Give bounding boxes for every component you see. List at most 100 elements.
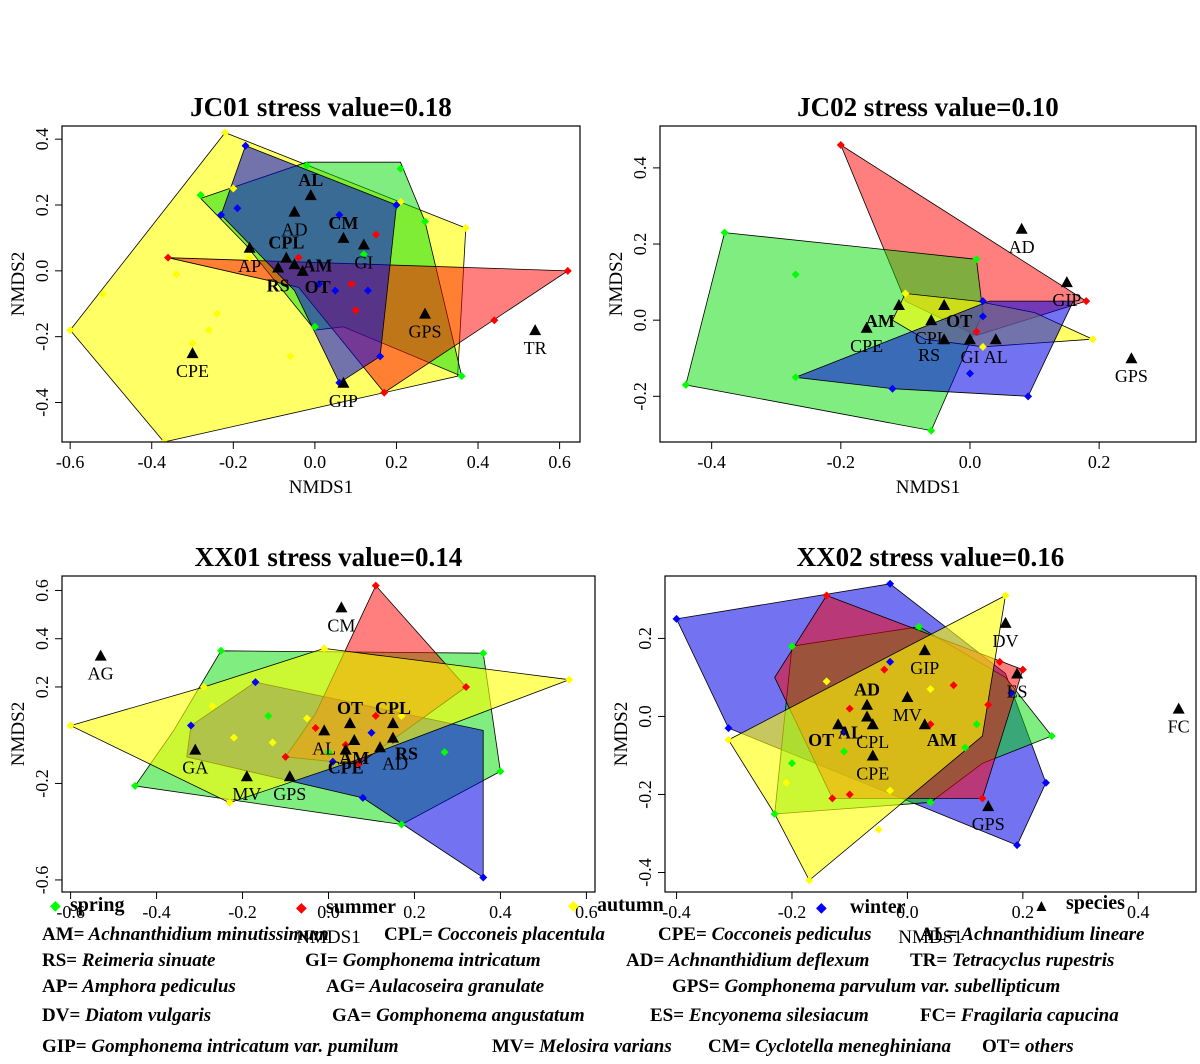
summer-point — [311, 723, 320, 732]
summer-point — [995, 657, 1004, 666]
winter-point — [328, 757, 337, 766]
y-tick-label: 0.2 — [32, 194, 52, 217]
abbreviation-cpl: CPL= Cocconeis placentula — [384, 924, 605, 946]
species-marker-mv — [901, 690, 914, 702]
winter-point — [978, 297, 987, 306]
autumn-point — [159, 438, 168, 442]
spring-point — [961, 743, 970, 752]
x-axis-label: NMDS1 — [898, 927, 962, 948]
species-label-al: AL — [312, 738, 336, 758]
abbreviation-ad: AD= Achnanthidium deflexum — [626, 950, 869, 972]
species-marker-am — [288, 258, 301, 270]
summer-point — [371, 711, 380, 720]
species-marker-cpe — [860, 321, 873, 333]
abbreviation-code: AD= — [626, 950, 665, 971]
panel-title: JC02 stress value=0.10 — [797, 92, 1059, 122]
species-label-tr: TR — [524, 338, 547, 358]
species-legend-label: species — [1066, 892, 1125, 914]
x-tick-label: -0.6 — [56, 902, 85, 922]
spring-point — [927, 426, 936, 435]
species-label-cpl: CPL — [856, 732, 889, 752]
species-label-cpl: CPL — [268, 233, 304, 253]
winter-point — [1007, 689, 1016, 698]
species-marker-rs — [386, 731, 399, 743]
species-marker-cpe — [339, 743, 352, 755]
legend: ◆ spring ◆ summer ◆ autumn ◆ winter ▲ species AM=… — [0, 880, 1200, 1064]
abbreviation-code: CPL= — [384, 924, 433, 945]
species-label-ot: OT — [808, 730, 834, 750]
species-marker-ot — [343, 717, 356, 729]
summer-point — [978, 794, 987, 803]
spring-point — [396, 164, 405, 173]
abbreviation-ga: GA= Gomphonema angustatum — [332, 1005, 585, 1027]
winter-point — [1041, 778, 1050, 787]
species-marker-ad — [1015, 222, 1028, 234]
spring-point — [770, 809, 779, 818]
species-marker-ag — [94, 649, 107, 661]
species-label-ot: OT — [946, 311, 972, 331]
x-tick-label: -0.2 — [827, 452, 856, 472]
y-tick-label: -0.4 — [32, 388, 52, 417]
abbreviation-species-name: Amphora pediculus — [78, 976, 236, 997]
x-tick-label: 0.4 — [1127, 902, 1150, 922]
species-marker-gip — [337, 376, 350, 388]
summer-point — [1082, 297, 1091, 306]
spring-point — [479, 649, 488, 658]
species-label-rs: RS — [395, 744, 418, 764]
y-tick-label: 0.2 — [630, 233, 650, 256]
species-label-mv: MV — [893, 705, 922, 725]
species-marker-ad — [288, 205, 301, 217]
abbreviation-species-name: Melosira varians — [534, 1036, 672, 1057]
abbreviation-mv: MV= Melosira varians — [492, 1036, 672, 1058]
x-tick-label: 0.4 — [489, 902, 512, 922]
spring-point — [1047, 731, 1056, 740]
autumn-point — [268, 738, 277, 747]
winter-point — [886, 657, 895, 666]
abbreviation-am: AM= Achnanthidium minutissimum — [42, 924, 329, 946]
abbreviation-species-name: Cocconeis pediculus — [706, 924, 872, 945]
species-label-al: AL — [984, 347, 1008, 367]
autumn-point — [204, 326, 213, 335]
x-tick-label: 0.4 — [467, 452, 490, 472]
summer-point — [563, 266, 572, 275]
summer-point — [984, 700, 993, 709]
abbreviation-code: GA= — [332, 1005, 372, 1026]
summer-point — [351, 306, 360, 315]
species-marker-dv — [999, 616, 1012, 628]
winter-point — [724, 724, 733, 733]
species-label-rs: RS — [267, 276, 290, 296]
abbreviation-species-name: Reimeria sinuate — [77, 950, 216, 971]
y-tick-label: 0.0 — [635, 705, 655, 728]
winter-point — [886, 579, 895, 588]
x-axis-label: NMDS1 — [896, 477, 960, 498]
abbreviation-species-name: Fragilaria capucina — [956, 1005, 1119, 1026]
species-marker-cpl — [925, 314, 938, 326]
abbreviation-ap: AP= Amphora pediculus — [42, 976, 236, 998]
autumn-point — [66, 326, 75, 335]
autumn-point — [926, 685, 935, 694]
species-label-ot: OT — [337, 698, 363, 718]
species-label-mv: MV — [232, 784, 261, 804]
spring-point — [787, 759, 796, 768]
species-marker-am — [892, 298, 905, 310]
species-label-dv: DV — [993, 631, 1019, 651]
summer-point — [1018, 665, 1027, 674]
abbreviation-tr: TR= Tetracyclus rupestris — [910, 950, 1114, 972]
species-label-cpe: CPE — [328, 758, 364, 778]
winter-point — [888, 384, 897, 393]
summer-point — [845, 790, 854, 799]
x-tick-label: 0.0 — [896, 902, 919, 922]
abbreviation-cpe: CPE= Cocconeis pediculus — [658, 924, 872, 946]
y-tick-label: 0.4 — [32, 627, 52, 650]
y-axis-label: NMDS2 — [8, 702, 29, 766]
winter-point — [233, 204, 242, 213]
summer-point — [281, 752, 290, 761]
x-tick-label: 0.6 — [575, 902, 598, 922]
summer-point — [372, 230, 381, 239]
winter-legend-label: winter — [850, 896, 906, 918]
autumn-point — [98, 289, 107, 298]
abbreviation-code: GPS= — [672, 976, 720, 997]
winter-point — [392, 201, 401, 209]
autumn-point — [565, 675, 574, 684]
